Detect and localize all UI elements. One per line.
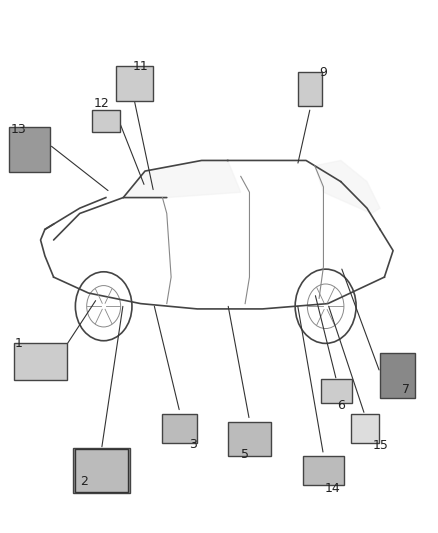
Text: 6: 6: [337, 399, 345, 412]
FancyBboxPatch shape: [162, 414, 197, 443]
Polygon shape: [123, 160, 241, 198]
FancyBboxPatch shape: [228, 422, 271, 456]
FancyBboxPatch shape: [321, 379, 352, 403]
FancyBboxPatch shape: [116, 66, 152, 101]
FancyBboxPatch shape: [75, 449, 127, 492]
FancyBboxPatch shape: [73, 448, 130, 493]
FancyBboxPatch shape: [92, 110, 120, 132]
FancyBboxPatch shape: [351, 414, 379, 443]
Text: 7: 7: [402, 383, 410, 396]
Text: 14: 14: [324, 482, 340, 495]
Text: 5: 5: [241, 448, 249, 461]
Text: 11: 11: [133, 60, 148, 72]
FancyBboxPatch shape: [14, 343, 67, 381]
Text: 3: 3: [189, 438, 197, 450]
FancyBboxPatch shape: [9, 127, 50, 172]
Polygon shape: [315, 160, 380, 214]
FancyBboxPatch shape: [298, 71, 322, 106]
FancyBboxPatch shape: [380, 353, 415, 398]
Text: 2: 2: [80, 475, 88, 488]
Text: 12: 12: [94, 96, 110, 110]
FancyBboxPatch shape: [303, 456, 344, 485]
Text: 1: 1: [15, 337, 23, 350]
Text: 15: 15: [373, 439, 389, 452]
Text: 9: 9: [319, 67, 327, 79]
Text: 13: 13: [11, 123, 27, 136]
